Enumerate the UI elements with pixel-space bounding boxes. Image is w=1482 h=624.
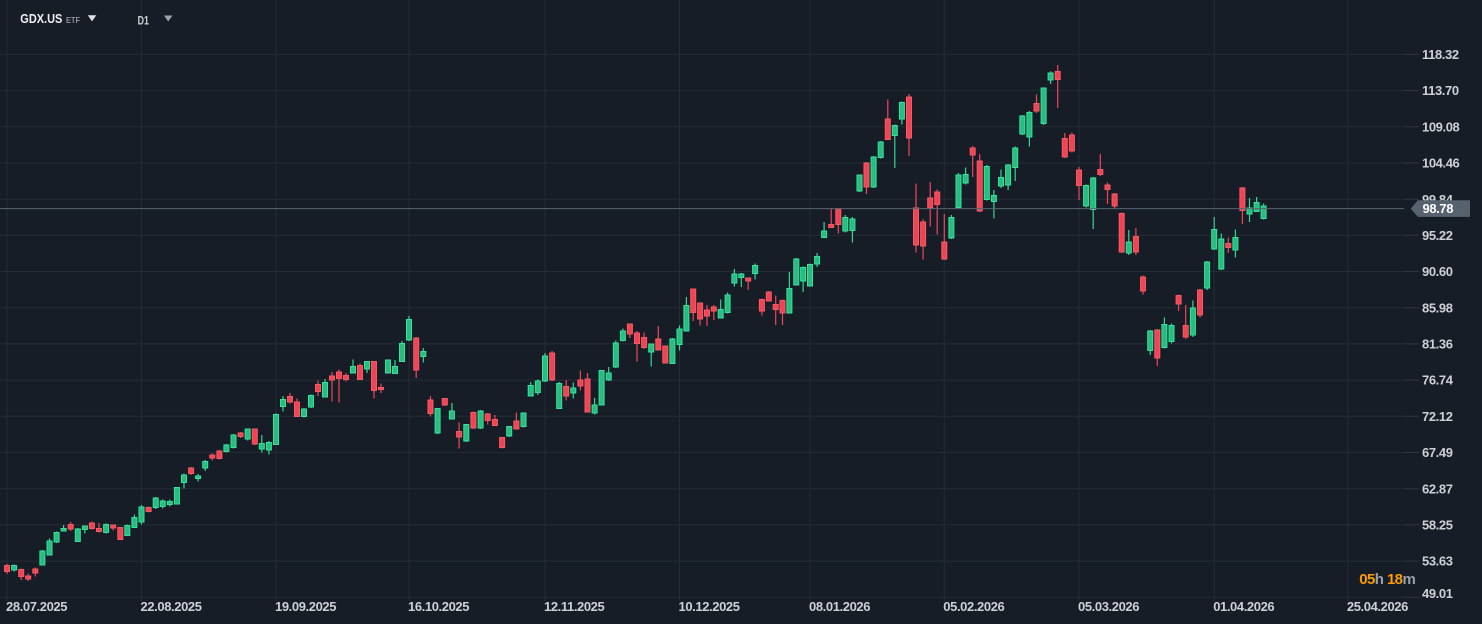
svg-text:05h 18m: 05h 18m: [1359, 571, 1415, 588]
svg-text:10.12.2025: 10.12.2025: [679, 599, 740, 614]
svg-text:25.04.2026: 25.04.2026: [1347, 599, 1408, 614]
svg-text:12.11.2025: 12.11.2025: [544, 599, 605, 614]
svg-text:28.07.2025: 28.07.2025: [6, 599, 67, 614]
svg-text:ETF: ETF: [66, 15, 80, 25]
svg-text:22.08.2025: 22.08.2025: [141, 599, 202, 614]
svg-text:104.46: 104.46: [1422, 156, 1460, 171]
svg-text:95.22: 95.22: [1422, 228, 1453, 243]
svg-text:19.09.2025: 19.09.2025: [275, 599, 336, 614]
svg-text:81.36: 81.36: [1422, 337, 1453, 352]
svg-text:16.10.2025: 16.10.2025: [408, 599, 469, 614]
svg-text:98.78: 98.78: [1423, 201, 1454, 216]
svg-text:GDX.US: GDX.US: [20, 12, 62, 26]
svg-text:85.98: 85.98: [1422, 300, 1453, 315]
svg-text:53.63: 53.63: [1422, 554, 1453, 569]
svg-text:90.60: 90.60: [1422, 264, 1453, 279]
svg-text:76.74: 76.74: [1422, 373, 1454, 388]
svg-text:01.04.2026: 01.04.2026: [1213, 599, 1274, 614]
svg-text:67.49: 67.49: [1422, 445, 1453, 460]
svg-text:113.70: 113.70: [1422, 83, 1459, 98]
svg-text:58.25: 58.25: [1422, 518, 1453, 533]
svg-text:05.02.2026: 05.02.2026: [943, 599, 1004, 614]
svg-text:109.08: 109.08: [1422, 119, 1460, 134]
svg-text:D1: D1: [138, 14, 150, 27]
svg-text:72.12: 72.12: [1422, 409, 1453, 424]
svg-text:49.01: 49.01: [1422, 586, 1453, 601]
svg-text:08.01.2026: 08.01.2026: [809, 599, 870, 614]
svg-text:05.03.2026: 05.03.2026: [1078, 599, 1139, 614]
svg-text:62.87: 62.87: [1422, 481, 1453, 496]
svg-text:118.32: 118.32: [1422, 47, 1459, 62]
